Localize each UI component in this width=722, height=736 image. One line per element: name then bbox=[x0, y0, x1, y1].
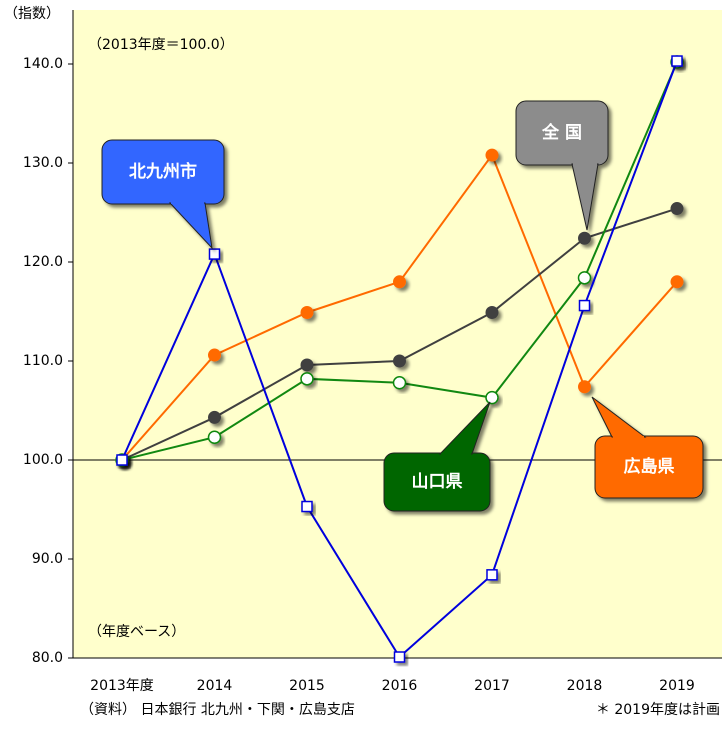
marker bbox=[577, 271, 592, 285]
marker bbox=[578, 231, 591, 245]
marker bbox=[208, 348, 221, 362]
marker bbox=[485, 390, 499, 405]
marker bbox=[208, 248, 221, 260]
marker bbox=[116, 454, 128, 466]
y-tick-label: 120.0 bbox=[23, 254, 63, 270]
callout bbox=[101, 139, 225, 250]
marker bbox=[208, 410, 221, 424]
callout bbox=[383, 401, 491, 512]
marker bbox=[300, 305, 314, 319]
marker bbox=[392, 376, 407, 390]
annotation: （年度ベース） bbox=[88, 624, 185, 640]
callout-box bbox=[383, 452, 491, 512]
callout-box bbox=[515, 100, 609, 166]
callout-cover bbox=[613, 436, 644, 439]
marker bbox=[485, 148, 499, 162]
x-tick-label: 2017 bbox=[474, 678, 510, 694]
marker bbox=[393, 354, 406, 368]
marker bbox=[671, 55, 683, 67]
x-tick-label: 2019 bbox=[659, 678, 695, 694]
x-tick-label: 2013年度 bbox=[90, 678, 154, 694]
legend-label: 北九州市 bbox=[129, 161, 197, 182]
y-tick-label: 140.0 bbox=[23, 56, 63, 72]
y-tick-label: 80.0 bbox=[32, 650, 63, 666]
marker bbox=[393, 275, 406, 289]
x-tick-label: 2018 bbox=[567, 678, 603, 694]
y-tick-label: 100.0 bbox=[23, 452, 63, 468]
plot-area bbox=[73, 10, 722, 658]
marker bbox=[301, 500, 313, 513]
callout-cover bbox=[573, 162, 597, 165]
marker bbox=[393, 651, 406, 663]
y-tick-label: 130.0 bbox=[23, 155, 63, 171]
marker bbox=[485, 305, 499, 319]
callout-box bbox=[594, 435, 704, 499]
y-unit-label: （指数） bbox=[4, 6, 60, 22]
annotation: （2013年度＝100.0） bbox=[88, 37, 234, 53]
legend-label: 全 国 bbox=[541, 122, 582, 143]
source: （資料） 日本銀行 北九州・下関・広島支店 bbox=[80, 702, 355, 718]
callout bbox=[591, 396, 704, 499]
y-tick-label: 90.0 bbox=[32, 551, 63, 567]
marker bbox=[207, 430, 222, 444]
callout-cover bbox=[441, 453, 471, 456]
x-tick-label: 2015 bbox=[289, 678, 325, 694]
callout-box bbox=[101, 139, 225, 205]
callout bbox=[515, 100, 609, 231]
marker bbox=[578, 380, 591, 394]
legend-label: 広島県 bbox=[624, 456, 675, 477]
callout-cover bbox=[171, 201, 204, 204]
marker bbox=[300, 358, 314, 372]
x-tick-label: 2014 bbox=[197, 678, 233, 694]
note: ＊ 2019年度は計画 bbox=[596, 702, 720, 718]
marker bbox=[300, 372, 314, 386]
marker bbox=[670, 275, 684, 289]
marker bbox=[670, 202, 684, 216]
marker bbox=[486, 569, 498, 581]
marker bbox=[578, 299, 591, 312]
x-tick-label: 2016 bbox=[382, 678, 418, 694]
y-tick-label: 110.0 bbox=[23, 353, 63, 369]
legend-label: 山口県 bbox=[412, 472, 463, 492]
